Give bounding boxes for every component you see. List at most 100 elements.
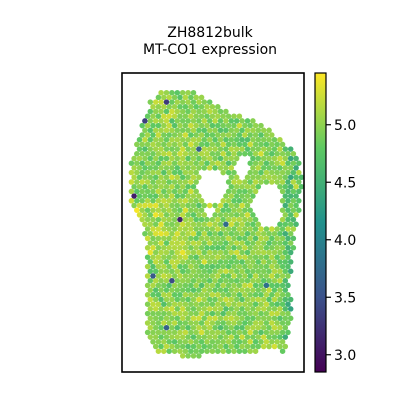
spot [169, 202, 175, 209]
spot [190, 221, 197, 228]
spot [266, 165, 272, 171]
spot [223, 146, 229, 152]
spot [206, 249, 213, 256]
spot [171, 339, 178, 345]
spot [282, 155, 289, 162]
spot [174, 334, 181, 340]
spot [155, 329, 162, 336]
spot [185, 155, 191, 162]
spot [239, 202, 245, 209]
spot [155, 273, 162, 279]
spot [150, 151, 156, 157]
spot [215, 339, 221, 345]
spot [177, 188, 183, 195]
spot [255, 240, 262, 246]
spot [190, 118, 197, 124]
spot [215, 348, 221, 354]
spot [155, 245, 162, 251]
spot [166, 235, 172, 242]
spot [236, 310, 243, 317]
spot [147, 155, 154, 162]
spot [236, 263, 243, 270]
spot [163, 287, 170, 293]
spot [242, 122, 248, 129]
spot [233, 174, 240, 181]
spot [185, 202, 191, 209]
spot [163, 343, 170, 350]
spot [171, 113, 178, 119]
spot [215, 273, 221, 279]
spot [182, 292, 189, 298]
spot [209, 282, 216, 289]
spot [198, 282, 205, 289]
spot [250, 118, 256, 124]
spot [198, 235, 205, 242]
spot [212, 306, 218, 312]
spot [155, 310, 162, 317]
spot [190, 268, 197, 275]
spot [134, 188, 140, 195]
spot [166, 169, 172, 176]
spot [242, 245, 248, 251]
spot [171, 207, 178, 213]
spots-layer [128, 89, 305, 359]
spot [285, 169, 291, 176]
spot [242, 292, 248, 298]
spot [128, 188, 135, 195]
spot [271, 315, 278, 322]
spot [171, 198, 178, 204]
spot [279, 235, 286, 242]
spot [287, 315, 294, 322]
spot [266, 259, 272, 265]
spot [260, 277, 267, 284]
spot [242, 329, 248, 336]
spot [247, 122, 253, 129]
spot [277, 174, 283, 181]
spot [233, 268, 240, 275]
spot [171, 151, 178, 157]
spot [285, 292, 291, 298]
spot [193, 273, 199, 279]
spot [258, 310, 264, 317]
spot [290, 207, 297, 213]
spot [198, 301, 205, 307]
spot [274, 179, 280, 185]
spot [193, 216, 199, 223]
spot [206, 306, 213, 312]
spot [239, 315, 245, 322]
spot [190, 193, 197, 199]
spot [158, 202, 164, 209]
spot [258, 273, 264, 279]
spot [166, 329, 172, 336]
spot [161, 151, 167, 157]
spot [206, 165, 213, 171]
spot [231, 339, 237, 345]
spot [217, 306, 224, 312]
spot [236, 292, 243, 298]
spot [155, 188, 162, 195]
spot [287, 259, 294, 265]
spot [152, 183, 159, 190]
spot [236, 348, 243, 354]
spot [134, 169, 140, 176]
spot [177, 151, 183, 157]
spot [250, 277, 256, 284]
spot [271, 146, 278, 152]
spot [136, 146, 143, 152]
spot [228, 212, 235, 218]
spot [282, 174, 289, 181]
spot [231, 188, 237, 195]
spot [163, 127, 170, 134]
spot [185, 174, 191, 181]
spot [166, 301, 172, 307]
spot [150, 113, 156, 119]
spot [255, 146, 262, 152]
spot [290, 245, 297, 251]
spot [260, 230, 267, 237]
spot [166, 122, 172, 129]
spot [271, 259, 278, 265]
spot [242, 132, 248, 138]
spot [220, 113, 226, 119]
spot [287, 202, 294, 209]
spot [274, 160, 280, 166]
